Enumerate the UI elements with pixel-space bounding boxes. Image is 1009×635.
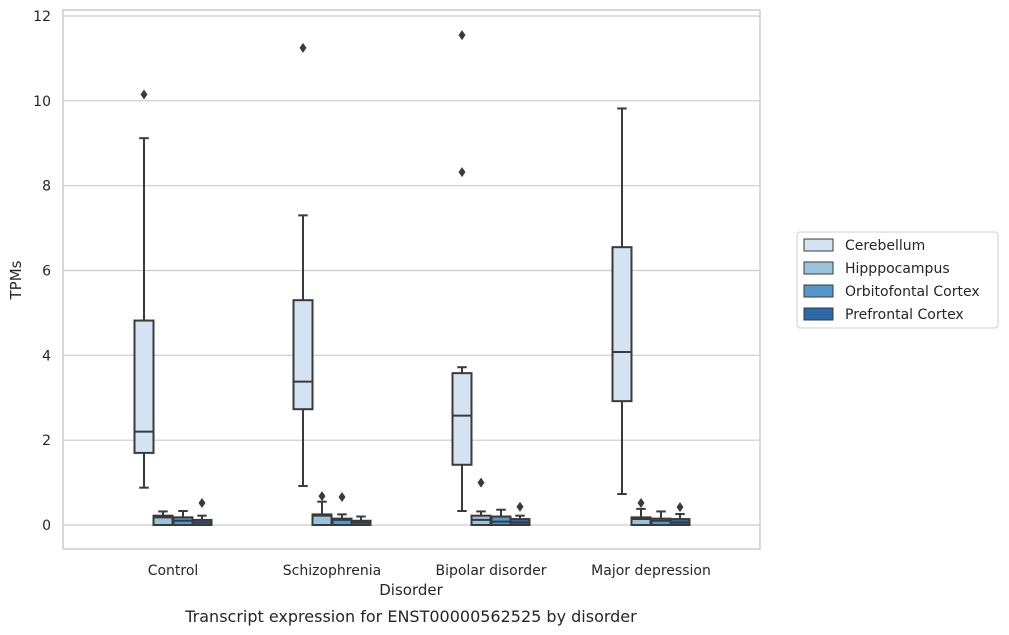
outlier-point	[140, 89, 148, 100]
legend-label: Prefrontal Cortex	[845, 307, 964, 323]
y-tick-label: 12	[33, 9, 51, 25]
x-tick-label: Bipolar disorder	[435, 563, 546, 579]
legend-swatch	[803, 284, 834, 298]
outlier-point	[299, 42, 307, 53]
box-prefrontal-cortex	[669, 502, 691, 526]
box-prefrontal-cortex	[509, 501, 531, 526]
outlier-point	[318, 491, 326, 502]
legend-frame	[796, 231, 999, 329]
iqr-box	[451, 372, 473, 466]
plot-frame	[62, 9, 761, 550]
outlier-point	[516, 501, 524, 512]
y-tick-label: 0	[42, 518, 51, 534]
legend-label: Cerebellum	[845, 238, 925, 254]
y-tick-label: 2	[42, 433, 51, 449]
box-orbitofontal-cortex	[172, 510, 194, 526]
outlier-point	[458, 30, 466, 41]
y-axis-title: TPMs	[7, 260, 25, 300]
y-gridlines	[63, 15, 760, 526]
chart-caption: Transcript expression for ENST0000056252…	[184, 607, 637, 626]
box-orbitofontal-cortex	[490, 508, 512, 526]
iqr-box	[611, 246, 633, 403]
x-tick-label: Schizophrenia	[283, 563, 381, 579]
iqr-box	[292, 299, 314, 411]
box-orbitofontal-cortex	[331, 492, 353, 527]
box-cerebellum	[292, 42, 314, 487]
box-plot-groups	[133, 30, 691, 527]
box-prefrontal-cortex	[191, 497, 213, 526]
x-axis-ticks: Control Schizophrenia Bipolar disorder Majo…	[148, 563, 711, 579]
legend-label: Hipppocampus	[845, 261, 950, 277]
outlier-point	[676, 502, 684, 513]
box-hipppocampus	[470, 477, 492, 527]
y-tick-label: 4	[42, 348, 51, 364]
box-orbitofontal-cortex	[650, 510, 672, 527]
iqr-box	[133, 319, 155, 454]
box-hipppocampus	[152, 510, 174, 527]
y-axis-ticks: 0 2 4 6 8 10 12	[33, 9, 51, 534]
box-cerebellum	[611, 107, 633, 496]
outlier-point	[198, 497, 206, 508]
x-axis-title: Disorder	[379, 581, 443, 599]
y-tick-label: 10	[33, 94, 51, 110]
iqr-box	[650, 517, 672, 527]
x-tick-label: Control	[148, 563, 199, 579]
outlier-point	[637, 497, 645, 508]
y-tick-label: 6	[42, 264, 51, 280]
outlier-point	[338, 492, 346, 503]
legend-swatch	[803, 238, 834, 252]
box-hipppocampus	[311, 491, 333, 526]
box-cerebellum	[133, 89, 155, 489]
box-prefrontal-cortex	[350, 515, 372, 527]
legend-label: Orbitofontal Cortex	[845, 284, 980, 300]
box-hipppocampus	[630, 497, 652, 526]
outlier-point	[477, 477, 485, 488]
legend: Cerebellum Hipppocampus Orbitofontal Corte…	[796, 231, 999, 329]
outlier-point	[458, 167, 466, 178]
legend-swatch	[803, 261, 834, 275]
x-tick-label: Major depression	[591, 563, 711, 579]
legend-swatch	[803, 307, 834, 321]
box-cerebellum	[451, 30, 473, 513]
y-tick-label: 8	[42, 179, 51, 195]
